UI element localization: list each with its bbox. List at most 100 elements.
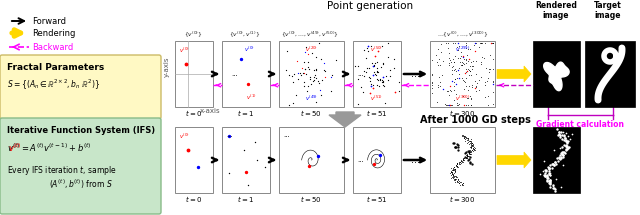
Point — [314, 82, 324, 85]
Point — [488, 80, 498, 84]
Point — [541, 175, 552, 178]
Point — [449, 89, 460, 92]
Point — [545, 178, 555, 182]
Point — [481, 66, 491, 70]
Point — [458, 181, 468, 184]
Point — [443, 103, 453, 107]
Point — [465, 69, 476, 73]
Point — [460, 134, 470, 138]
Point — [467, 67, 477, 71]
Point — [457, 60, 467, 63]
Point — [447, 172, 458, 176]
Point — [459, 137, 469, 140]
Point — [557, 156, 568, 159]
Point — [458, 55, 468, 58]
Point — [459, 62, 469, 65]
Point — [379, 84, 389, 87]
Text: Gradient calculation: Gradient calculation — [536, 120, 624, 129]
Point — [460, 138, 470, 141]
Text: $v^{(t)}$: $v^{(t)}$ — [8, 142, 22, 154]
Point — [457, 134, 467, 137]
Point — [450, 167, 460, 171]
Point — [458, 156, 468, 160]
Point — [447, 175, 458, 179]
Point — [461, 71, 471, 74]
Point — [558, 153, 568, 157]
Point — [452, 161, 462, 165]
Text: $v^{(49)}$: $v^{(49)}$ — [305, 94, 318, 103]
Point — [446, 170, 456, 174]
Point — [562, 140, 572, 144]
Point — [461, 157, 471, 160]
Point — [449, 80, 460, 84]
Point — [474, 45, 484, 49]
Point — [468, 147, 479, 151]
Point — [441, 41, 451, 45]
Point — [432, 100, 442, 104]
Point — [457, 76, 467, 79]
Point — [456, 64, 466, 67]
Point — [304, 164, 314, 168]
Point — [359, 48, 369, 52]
Point — [460, 155, 470, 159]
Point — [368, 86, 378, 90]
Point — [303, 67, 314, 71]
Point — [488, 80, 498, 83]
Point — [456, 181, 466, 184]
Point — [297, 66, 307, 70]
Point — [561, 139, 572, 142]
Point — [456, 183, 467, 186]
Point — [458, 61, 468, 64]
Point — [291, 94, 301, 97]
Point — [350, 64, 360, 68]
Bar — [175, 41, 213, 107]
Point — [451, 164, 461, 167]
Point — [545, 181, 555, 184]
Point — [452, 41, 463, 45]
Point — [457, 63, 467, 66]
Point — [468, 146, 478, 149]
Point — [450, 146, 460, 149]
Point — [470, 146, 481, 150]
Point — [359, 69, 369, 72]
Point — [452, 175, 462, 179]
Point — [383, 55, 393, 59]
Point — [434, 58, 444, 61]
Text: $(A^{(t)}, b^{(t)})$ from $S$: $(A^{(t)}, b^{(t)})$ from $S$ — [49, 178, 113, 191]
Point — [369, 64, 379, 68]
Text: $t{=}1$: $t{=}1$ — [237, 194, 255, 204]
Point — [260, 165, 270, 169]
Point — [449, 176, 459, 180]
Point — [288, 101, 298, 104]
Point — [320, 70, 330, 73]
Point — [464, 158, 474, 161]
FancyArrow shape — [497, 152, 531, 168]
Point — [456, 162, 466, 165]
Point — [476, 60, 486, 64]
Point — [427, 58, 437, 62]
Point — [452, 103, 462, 107]
Point — [442, 89, 452, 92]
Point — [538, 169, 548, 172]
Point — [375, 153, 385, 157]
Point — [556, 135, 566, 139]
Point — [435, 81, 445, 84]
Point — [449, 178, 459, 181]
Point — [464, 150, 474, 153]
Point — [312, 154, 323, 158]
Point — [470, 50, 481, 53]
Point — [454, 181, 465, 185]
Point — [444, 51, 454, 55]
Point — [468, 64, 478, 67]
Point — [468, 147, 479, 151]
Point — [451, 93, 461, 96]
Point — [470, 148, 480, 151]
Point — [456, 134, 467, 137]
Point — [488, 83, 498, 86]
Point — [330, 58, 340, 62]
Point — [451, 83, 461, 86]
Text: ...: ... — [410, 155, 419, 165]
Point — [561, 140, 571, 143]
Text: $t{=}0$: $t{=}0$ — [186, 108, 203, 118]
Point — [427, 72, 437, 75]
